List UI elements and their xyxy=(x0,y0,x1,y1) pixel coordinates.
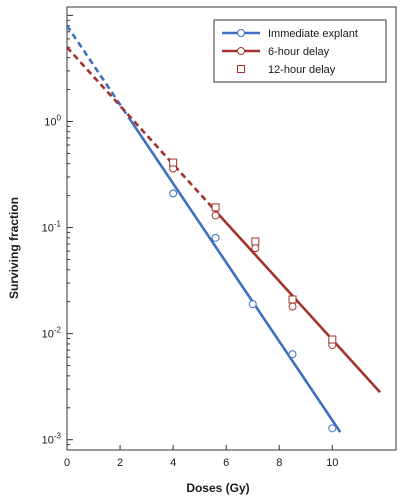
data-points xyxy=(169,158,337,433)
y-ticks: 10-3 10-2 10-1 100 xyxy=(42,14,73,451)
data-point-circle xyxy=(169,189,178,198)
x-tick-label: 6 xyxy=(223,457,229,469)
x-tick-label: 8 xyxy=(276,457,282,469)
y-tick-label: 10-2 xyxy=(42,326,62,341)
data-point-square xyxy=(169,158,178,167)
data-point-circle xyxy=(251,244,260,253)
plot-frame xyxy=(66,6,397,451)
fit-line-solid xyxy=(129,119,342,433)
x-tick-label: 0 xyxy=(64,457,70,469)
data-point-square xyxy=(288,295,297,304)
legend-marker-circle xyxy=(237,29,245,37)
data-point-circle xyxy=(248,300,257,309)
fit-lines xyxy=(65,24,382,433)
legend-marker-circle xyxy=(237,47,245,55)
y-tick-label: 10-1 xyxy=(42,220,62,235)
data-point-circle xyxy=(288,302,297,311)
data-point-circle xyxy=(211,211,220,220)
data-point-circle xyxy=(211,233,220,242)
y-axis-label: Surviving fraction xyxy=(7,197,21,299)
x-tick-label: 4 xyxy=(170,457,176,469)
data-point-square xyxy=(251,237,260,246)
legend-label: Immediate explant xyxy=(268,28,358,40)
x-ticks: 0 2 4 6 8 10 xyxy=(64,445,338,469)
data-point-circle xyxy=(328,424,337,433)
data-point-circle xyxy=(288,350,297,359)
data-point-square xyxy=(211,203,220,212)
fit-line-dashed xyxy=(65,24,132,122)
axes xyxy=(66,6,397,451)
legend-label: 12-hour delay xyxy=(268,64,336,76)
y-tick-label: 100 xyxy=(44,113,61,128)
fit-line-dashed xyxy=(66,46,212,207)
x-tick-label: 10 xyxy=(326,457,338,469)
y-tick-label: 10-3 xyxy=(42,432,62,447)
x-tick-label: 2 xyxy=(117,457,123,469)
legend-label: 6-hour delay xyxy=(268,46,330,58)
x-axis-label: Doses (Gy) xyxy=(186,481,249,495)
legend: Immediate explant 6-hour delay 12-hour del… xyxy=(213,19,387,83)
data-point-square xyxy=(328,335,337,344)
legend-marker-square xyxy=(237,65,245,73)
